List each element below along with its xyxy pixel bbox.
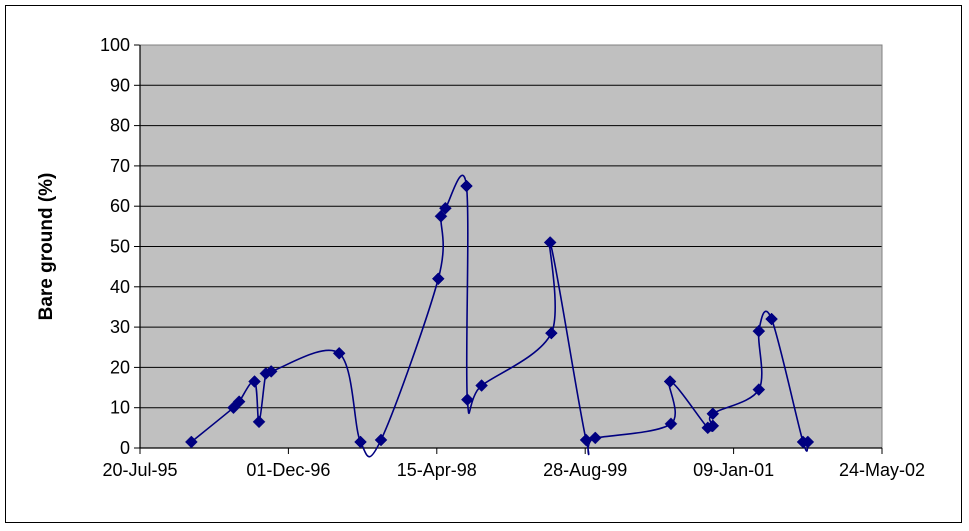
data-point [248, 375, 261, 388]
data-point [431, 272, 445, 286]
data-point [543, 236, 557, 249]
x-tick-label: 09-Jan-01 [693, 460, 774, 480]
data-point [264, 365, 278, 378]
data-point [588, 431, 602, 445]
data-point [460, 179, 473, 193]
y-tick-label: 100 [100, 35, 130, 55]
y-tick-label: 80 [110, 116, 130, 136]
axes [139, 44, 883, 454]
y-tick-label: 60 [110, 196, 130, 216]
y-tick-labels: 0 10 20 30 40 50 60 70 80 90 100 [100, 35, 130, 458]
x-tick-label: 24-May-02 [839, 460, 925, 480]
x-tick-label: 20-Jul-95 [102, 460, 177, 480]
data-point [252, 415, 266, 429]
y-axis-title: Bare ground (%) [36, 173, 57, 321]
data-point [439, 201, 452, 215]
y-tick-label: 30 [110, 317, 130, 337]
data-point [752, 383, 766, 396]
y-tick-label: 70 [110, 156, 130, 176]
x-tick-labels: 20-Jul-95 01-Dec-96 15-Apr-98 28-Aug-99 09-J… [102, 460, 925, 480]
data-point [664, 417, 678, 431]
data-point [475, 379, 488, 392]
y-tick-label: 0 [120, 438, 130, 458]
data-point [752, 324, 766, 338]
x-tick-label: 15-Apr-98 [397, 460, 477, 480]
data-point [801, 435, 815, 449]
data-point [663, 375, 677, 388]
data-point [461, 393, 474, 406]
data-point [332, 346, 346, 360]
data-point [354, 435, 367, 449]
data-point [232, 395, 246, 409]
data-point [434, 209, 448, 223]
data-point [545, 326, 558, 340]
y-tick-label: 40 [110, 277, 130, 297]
series-markers [184, 179, 815, 449]
data-point [765, 312, 778, 326]
data-point [706, 419, 720, 433]
data-point [374, 433, 388, 447]
data-point [706, 407, 720, 421]
y-tick-label: 90 [110, 75, 130, 95]
x-tick-label: 01-Dec-96 [246, 460, 330, 480]
y-tick-label: 50 [110, 237, 130, 257]
x-tick-label: 28-Aug-99 [543, 460, 627, 480]
y-tick-label: 20 [110, 357, 130, 377]
y-tick-label: 10 [110, 398, 130, 418]
data-point [184, 435, 198, 449]
